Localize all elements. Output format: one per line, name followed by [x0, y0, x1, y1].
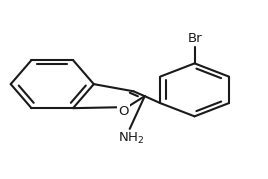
Text: NH$_2$: NH$_2$: [118, 131, 144, 146]
Text: O: O: [118, 105, 129, 118]
Text: Br: Br: [187, 32, 202, 45]
